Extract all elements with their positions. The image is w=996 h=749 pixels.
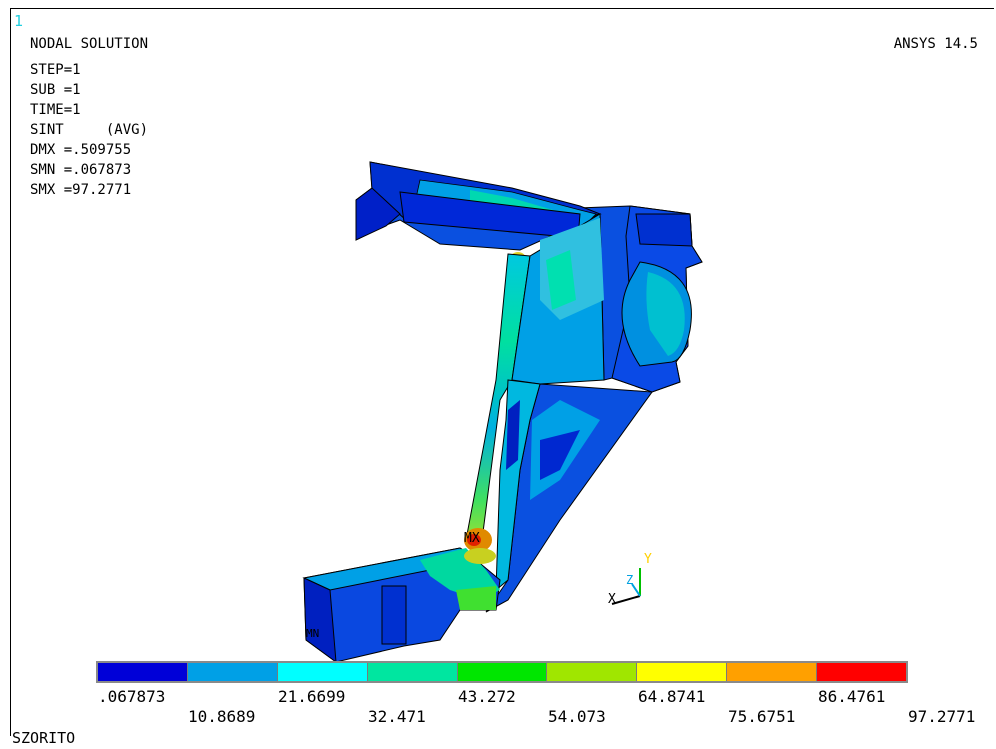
legend-swatch-2 [187, 663, 278, 681]
main-web-band-green [546, 250, 576, 310]
max-marker: MX [464, 531, 480, 546]
result-item-line: SINT (AVG) [30, 122, 149, 138]
lower-rib-dark [506, 400, 520, 470]
bottom-foot-slot [381, 585, 407, 645]
legend-swatch-5 [457, 663, 548, 681]
legend-label-lower: 32.471 [368, 707, 426, 726]
fea-model [302, 161, 703, 664]
legend-label-lower: 97.2771 [908, 707, 976, 726]
legend-swatch-6 [547, 663, 638, 681]
top-arm-left-notch [355, 187, 401, 241]
legend-label-lower: 10.8689 [188, 707, 256, 726]
clamp-bore-inner [646, 272, 685, 356]
stress-hotspot-max-core [467, 534, 481, 546]
legend-swatch-3 [277, 663, 368, 681]
legend-label-upper: 21.6699 [278, 687, 346, 706]
product-version: ANSYS 14.5 [893, 36, 978, 52]
bottom-foot-band [420, 548, 500, 600]
legend-swatch-7 [637, 663, 728, 681]
legend-label-lower: 75.6751 [728, 707, 796, 726]
jobname-label: SZORITO [12, 729, 76, 747]
contour-legend-bar [96, 661, 908, 683]
bottom-foot-band-green [456, 586, 496, 610]
triad-z-label: Z [626, 573, 633, 587]
lower-rib-band-blue [540, 430, 580, 480]
triad-x-label: X [608, 592, 616, 607]
legend-swatch-8 [727, 663, 818, 681]
min-marker: MN [306, 627, 319, 640]
legend-label-upper: 64.8741 [638, 687, 706, 706]
step-line: STEP=1 [30, 62, 81, 78]
smx-line: SMX =97.2771 [30, 182, 132, 198]
plot-title: NODAL SOLUTION [30, 36, 149, 52]
graphics-window-frame [10, 8, 994, 736]
window-number: 1 [14, 12, 24, 30]
coordinate-triad: X Y Z [608, 552, 652, 607]
triad-x-axis [611, 595, 641, 605]
legend-swatch-9 [817, 663, 907, 681]
stress-hotspot-max-halo [464, 548, 496, 564]
triad-z-axis [631, 583, 641, 597]
legend-swatch-4 [367, 663, 458, 681]
substep-line: SUB =1 [30, 82, 81, 98]
time-line: TIME=1 [30, 102, 81, 118]
legend-swatch-1 [98, 663, 188, 681]
legend-label-upper: 43.272 [458, 687, 516, 706]
clamp-top-block [635, 213, 693, 247]
solution-info-block: STEP=1 SUB =1 TIME=1 SINT (AVG) DMX =.50… [30, 60, 148, 200]
legend-label-upper: .067873 [98, 687, 166, 706]
dmx-line: DMX =.509755 [30, 142, 132, 158]
triad-y-label: Y [644, 552, 652, 567]
smn-line: SMN =.067873 [30, 162, 132, 178]
legend-label-lower: 54.073 [548, 707, 606, 726]
legend-label-upper: 86.4761 [818, 687, 886, 706]
lower-rib-edge [495, 379, 541, 592]
